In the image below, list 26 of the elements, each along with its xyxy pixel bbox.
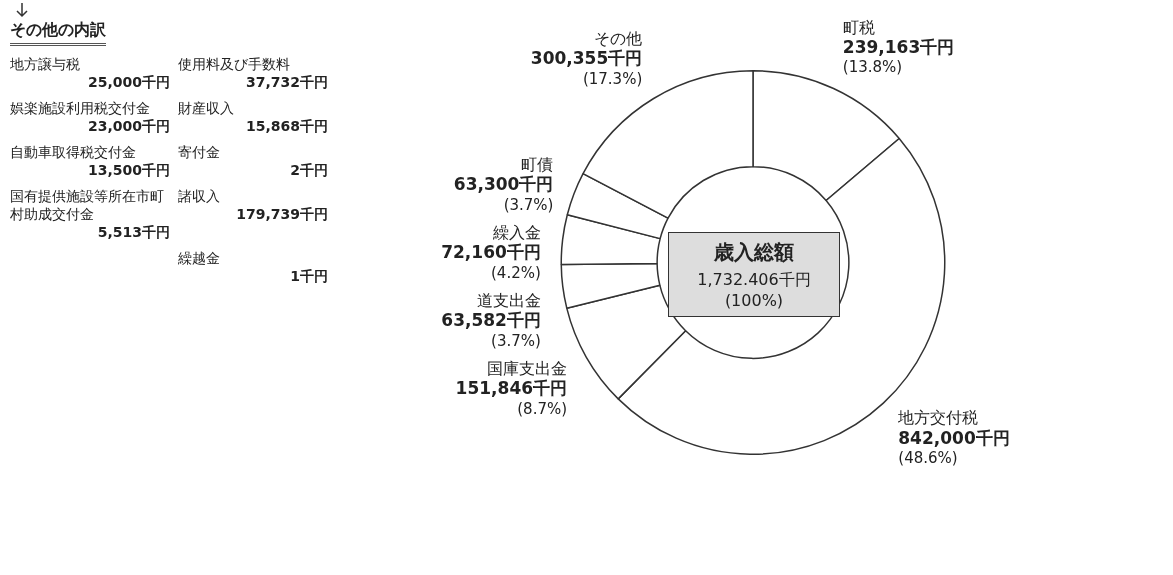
slice-label: 国庫支出金: [487, 359, 568, 379]
text: 1,732.406千円 (100%): [696, 270, 812, 310]
text: 娯楽施設利用税交付金 23,000千円: [10, 100, 170, 136]
slice-label: 町債: [521, 155, 554, 175]
slice-label: 道支出金: [476, 291, 541, 311]
slice-label: その他: [594, 28, 643, 48]
data-label: 151,846千円 (8.7%): [455, 378, 568, 418]
data-label: 72,160千円 (4.2%): [441, 242, 541, 282]
slice-label: 町税: [842, 17, 875, 37]
text: 寄付金 2千円: [178, 144, 328, 178]
data-label: 842,000千円 (48.6%): [898, 427, 1010, 468]
slice-label: 地方交付税: [897, 408, 979, 428]
text: 国有提供施設等所在市町村助成交付金 5,513千円: [10, 188, 170, 242]
data-label: 239,163千円 (13.8%): [842, 36, 955, 77]
data-label: 63,582千円 (3.7%): [441, 310, 541, 350]
text: 諸収入 179,739千円: [178, 188, 328, 224]
text: 繰越金 1千円: [178, 250, 328, 284]
data-label: 63,300千円 (3.7%): [453, 174, 554, 214]
text: 歳入総額: [713, 239, 795, 266]
text: 地方譲与税 25,000千円: [10, 56, 170, 92]
text: 使用料及び手数料 37,732千円: [178, 56, 328, 92]
text: 財産収入 15,868千円: [178, 100, 328, 136]
text: その他の内訳: [10, 20, 106, 46]
data-label: 300,355千円 (17.3%): [530, 48, 643, 88]
text: 自動車取得税交付金 13,500千円: [10, 144, 170, 180]
slice-label: 繰入金: [491, 223, 541, 243]
